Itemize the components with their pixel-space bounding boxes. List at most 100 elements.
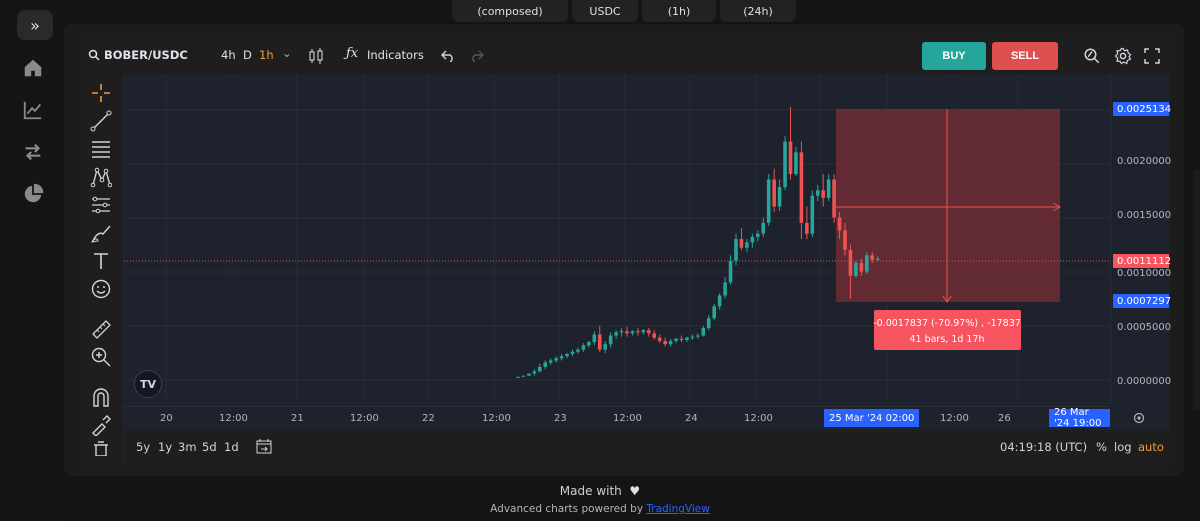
pill-usdc[interactable]: USDC [572, 0, 638, 22]
candle-body [554, 358, 558, 361]
range-1d[interactable]: 1d [224, 440, 239, 454]
candle-body [810, 195, 815, 234]
pattern-icon[interactable] [90, 166, 112, 188]
candle-body [581, 345, 586, 350]
price-tick: 0.0005000 [1117, 322, 1172, 333]
timeframe-1h[interactable]: 1h [259, 48, 274, 62]
timeframe-dropdown-chevron-icon[interactable]: ⌄ [282, 46, 292, 60]
powered-text: Advanced charts powered by [490, 503, 644, 515]
tradingview-logo[interactable]: TV [134, 370, 162, 398]
text-tool-icon[interactable] [90, 250, 112, 272]
candle-body [854, 262, 858, 276]
chart-plot-area[interactable]: -0.0017837 (-70.97%) , -17837 41 bars, 1… [124, 74, 1110, 404]
candle-body [527, 373, 531, 376]
page-scrollbar[interactable] [1193, 170, 1200, 410]
candle-body [794, 152, 798, 175]
price-axis[interactable]: 0.0025134 0.0020000 0.0015000 0.0011112 … [1110, 74, 1172, 404]
undo-icon[interactable] [441, 50, 455, 62]
candle-body [870, 255, 875, 260]
candle-body [521, 375, 526, 377]
pill-composed[interactable]: (composed) [452, 0, 568, 22]
magnet-icon[interactable] [90, 386, 112, 408]
candle-body [788, 141, 793, 175]
candle-body [756, 233, 760, 237]
candle-body [826, 179, 831, 198]
tradingview-chart: BOBER/USDC 4h D 1h ⌄ ƒx Indicators BUY S… [80, 38, 1172, 465]
indicators-button[interactable]: Indicators [367, 48, 424, 62]
time-tag-start: 25 Mar '24 02:00 [824, 409, 920, 427]
price-tick: 0.0000000 [1117, 376, 1172, 387]
candle-body [538, 366, 542, 372]
pie-chart-icon[interactable] [22, 183, 44, 205]
range-3m[interactable]: 3m [178, 440, 197, 454]
pill-24h[interactable]: (24h) [720, 0, 796, 22]
candle-body [657, 337, 662, 341]
timeframe-d[interactable]: D [243, 48, 252, 62]
candle-body [739, 239, 744, 248]
candle-body [592, 334, 597, 343]
candle-body [636, 331, 640, 333]
candle-body [832, 179, 836, 218]
range-5d[interactable]: 5d [202, 440, 217, 454]
trash-icon[interactable] [90, 440, 112, 456]
axis-settings-icon[interactable] [1133, 412, 1145, 424]
time-tick: 23 [554, 413, 567, 424]
ruler-icon[interactable] [90, 318, 112, 340]
lock-drawings-icon[interactable] [90, 414, 112, 436]
symbol-search[interactable]: BOBER/USDC [88, 48, 188, 62]
auto-toggle[interactable]: auto [1138, 440, 1164, 454]
candle-body [875, 258, 880, 260]
candle-body [766, 179, 771, 223]
chart-line-icon[interactable] [22, 99, 44, 121]
measure-line2: 41 bars, 1d 17h [909, 334, 984, 345]
candle-body [619, 331, 624, 333]
brush-icon[interactable] [90, 222, 112, 244]
candle-body [614, 332, 618, 336]
candles-style-icon[interactable] [309, 48, 323, 64]
candle-body [734, 239, 738, 261]
candle-body [516, 376, 520, 378]
time-axis[interactable]: 20 12:00 21 12:00 22 12:00 23 12:00 24 1… [124, 406, 1110, 430]
swap-icon[interactable] [22, 141, 44, 163]
redo-icon[interactable] [470, 50, 484, 62]
log-toggle[interactable]: log [1114, 440, 1132, 454]
tradingview-link[interactable]: TradingView [646, 503, 710, 515]
candle-body [679, 338, 684, 340]
candle-body [630, 331, 635, 334]
timeframe-4h[interactable]: 4h [221, 48, 236, 62]
chevrons-right-icon: » [30, 15, 40, 35]
time-tick: 12:00 [613, 413, 642, 424]
price-tag-bottom: 0.0007297 [1113, 294, 1171, 308]
pill-1h[interactable]: (1h) [642, 0, 716, 22]
quick-search-icon[interactable] [1083, 47, 1101, 65]
symbol-label: BOBER/USDC [104, 48, 188, 62]
candle-body [565, 353, 569, 357]
fullscreen-icon[interactable] [1144, 48, 1160, 64]
range-5y[interactable]: 5y [136, 440, 151, 454]
candle-body [647, 330, 651, 334]
chart-bottom-bar: 5y 1y 3m 5d 1d 04:19:18 (UTC) % log auto [124, 430, 1170, 465]
prediction-icon[interactable] [90, 194, 112, 216]
zoom-in-icon[interactable] [90, 346, 112, 368]
range-1y[interactable]: 1y [158, 440, 173, 454]
price-tag-current: 0.0011112 [1113, 254, 1171, 268]
emoji-icon[interactable] [90, 278, 112, 300]
fib-retracement-icon[interactable] [90, 138, 112, 160]
candle-body [532, 371, 537, 374]
crosshair-icon[interactable] [90, 82, 112, 104]
sell-button[interactable]: SELL [992, 42, 1058, 70]
candle-body [723, 282, 727, 296]
candle-body [641, 330, 646, 333]
trend-line-icon[interactable] [90, 110, 112, 132]
settings-gear-icon[interactable] [1114, 47, 1132, 65]
candle-body [690, 336, 695, 338]
expand-sidebar-button[interactable]: » [17, 10, 53, 40]
buy-button[interactable]: BUY [922, 42, 986, 70]
home-icon[interactable] [22, 57, 44, 79]
time-tick: 12:00 [350, 413, 379, 424]
percent-toggle[interactable]: % [1096, 440, 1107, 454]
utc-clock[interactable]: 04:19:18 (UTC) [1000, 440, 1088, 454]
candle-body [750, 236, 755, 243]
fx-icon: ƒx [346, 46, 359, 61]
calendar-goto-icon[interactable] [256, 438, 272, 454]
